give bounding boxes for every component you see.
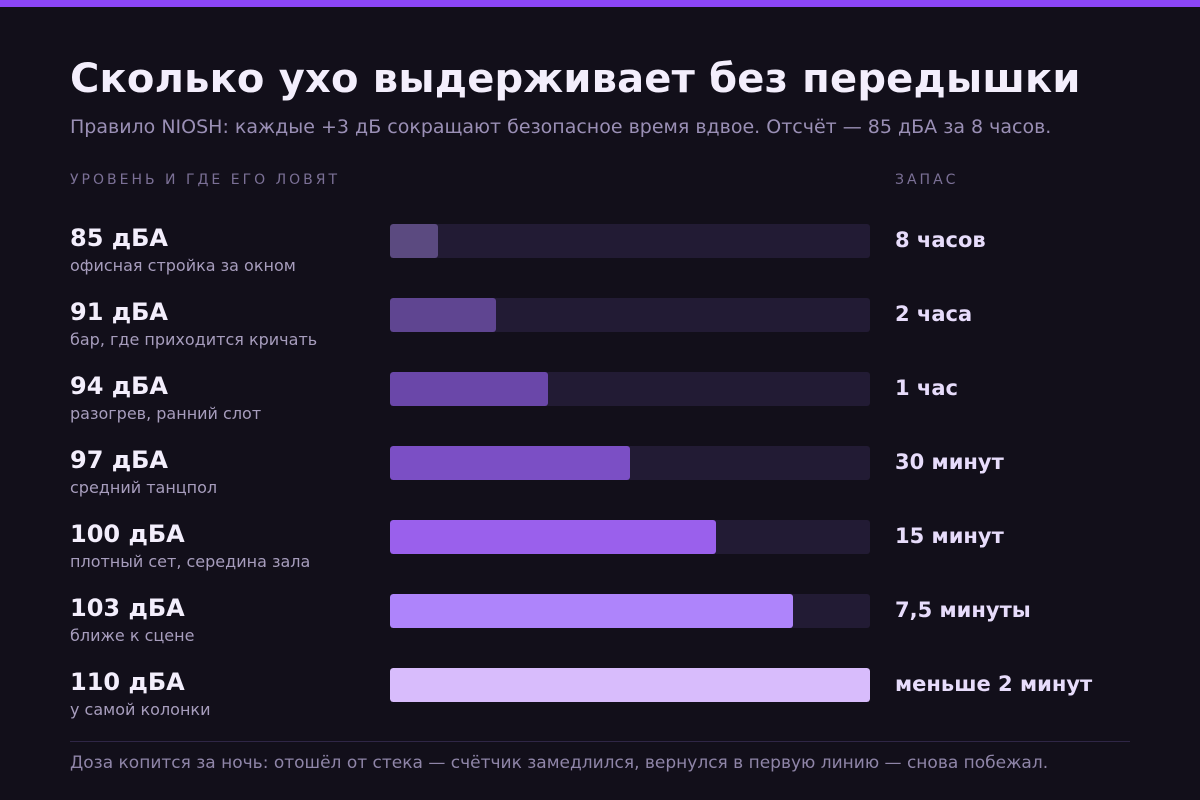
- bar: [390, 298, 496, 332]
- place-label: ближе к сцене: [70, 626, 195, 645]
- top-accent-bar: [0, 0, 1200, 7]
- place-label: плотный сет, середина зала: [70, 552, 311, 571]
- level-label: 97 дБА: [70, 446, 169, 474]
- chart-subtitle: Правило NIOSH: каждые +3 дБ сокращают бе…: [70, 116, 1052, 138]
- level-label: 94 дБА: [70, 372, 169, 400]
- chart-row: 91 дБА бар, где приходится кричать 2 час…: [0, 298, 1200, 372]
- place-label: офисная стройка за окном: [70, 256, 296, 275]
- level-label: 110 дБА: [70, 668, 185, 696]
- place-label: средний танцпол: [70, 478, 218, 497]
- safe-time-label: 2 часа: [895, 302, 973, 326]
- chart-title: Сколько ухо выдерживает без передышки: [70, 56, 1081, 102]
- bar: [390, 224, 438, 258]
- bar: [390, 372, 548, 406]
- bar: [390, 668, 870, 702]
- bar-track: [390, 668, 870, 702]
- place-label: бар, где приходится кричать: [70, 330, 318, 349]
- level-label: 85 дБА: [70, 224, 169, 252]
- bar-track: [390, 446, 870, 480]
- bar-track: [390, 224, 870, 258]
- bar-track: [390, 372, 870, 406]
- place-label: у самой колонки: [70, 700, 211, 719]
- chart-row: 103 дБА ближе к сцене 7,5 минуты: [0, 594, 1200, 668]
- bar-track: [390, 594, 870, 628]
- bar: [390, 446, 630, 480]
- chart-row: 110 дБА у самой колонки меньше 2 минут: [0, 668, 1200, 742]
- level-label: 100 дБА: [70, 520, 185, 548]
- chart-row: 85 дБА офисная стройка за окном 8 часов: [0, 224, 1200, 298]
- chart-row: 94 дБА разогрев, ранний слот 1 час: [0, 372, 1200, 446]
- safe-time-label: 30 минут: [895, 450, 1004, 474]
- bar-track: [390, 520, 870, 554]
- safe-time-label: меньше 2 минут: [895, 672, 1093, 696]
- column-header-level: УРОВЕНЬ И ГДЕ ЕГО ЛОВЯТ: [70, 172, 341, 188]
- level-label: 91 дБА: [70, 298, 169, 326]
- bar: [390, 520, 716, 554]
- safe-time-label: 7,5 минуты: [895, 598, 1031, 622]
- bar: [390, 594, 793, 628]
- safe-time-label: 8 часов: [895, 228, 986, 252]
- column-header-reserve: ЗАПАС: [895, 172, 959, 188]
- safe-time-label: 1 час: [895, 376, 958, 400]
- level-label: 103 дБА: [70, 594, 185, 622]
- chart-row: 97 дБА средний танцпол 30 минут: [0, 446, 1200, 520]
- bar-track: [390, 298, 870, 332]
- footer-divider: [70, 741, 1130, 742]
- place-label: разогрев, ранний слот: [70, 404, 262, 423]
- footnote: Доза копится за ночь: отошёл от стека — …: [70, 753, 1049, 773]
- safe-time-label: 15 минут: [895, 524, 1004, 548]
- chart-row: 100 дБА плотный сет, середина зала 15 ми…: [0, 520, 1200, 594]
